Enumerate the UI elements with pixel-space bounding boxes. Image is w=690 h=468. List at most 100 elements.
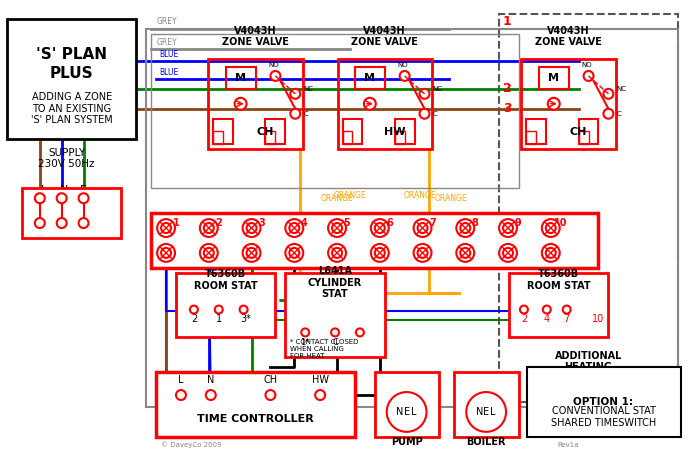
Circle shape — [204, 248, 214, 258]
Circle shape — [400, 71, 410, 81]
Circle shape — [563, 306, 571, 314]
Circle shape — [332, 223, 342, 233]
Circle shape — [235, 98, 246, 110]
Bar — [151, 34, 519, 188]
Text: E: E — [483, 407, 489, 417]
Text: Rev1a: Rev1a — [557, 442, 579, 448]
Bar — [526, 119, 546, 144]
Text: 8: 8 — [472, 218, 479, 228]
Circle shape — [542, 244, 560, 262]
Text: C: C — [616, 111, 621, 117]
Circle shape — [190, 306, 198, 314]
Bar — [509, 273, 609, 337]
Circle shape — [243, 219, 261, 237]
Circle shape — [328, 219, 346, 237]
Bar — [579, 131, 589, 144]
Text: V4043H
ZONE VALVE: V4043H ZONE VALVE — [535, 26, 602, 47]
Circle shape — [286, 244, 303, 262]
Text: NO: NO — [397, 62, 408, 68]
Circle shape — [57, 193, 67, 203]
Text: ADDING A ZONE
TO AN EXISTING
'S' PLAN SYSTEM: ADDING A ZONE TO AN EXISTING 'S' PLAN SY… — [31, 92, 112, 125]
Text: CH: CH — [264, 375, 277, 385]
Circle shape — [503, 223, 513, 233]
Text: * CONTACT CLOSED
WHEN CALLING
FOR HEAT: * CONTACT CLOSED WHEN CALLING FOR HEAT — [290, 339, 359, 359]
Text: OPTION 1:: OPTION 1: — [573, 397, 633, 407]
Circle shape — [387, 392, 426, 432]
Text: ORANGE: ORANGE — [435, 194, 467, 203]
Circle shape — [157, 244, 175, 262]
Text: 3: 3 — [258, 218, 265, 228]
Text: ORANGE: ORANGE — [334, 191, 366, 200]
Bar — [266, 119, 286, 144]
Bar — [176, 273, 275, 337]
Circle shape — [35, 218, 45, 228]
Circle shape — [302, 329, 309, 336]
Text: CONVENTIONAL STAT
SHARED TIMESWITCH: CONVENTIONAL STAT SHARED TIMESWITCH — [551, 406, 656, 428]
Circle shape — [290, 89, 300, 99]
Text: M: M — [235, 73, 246, 83]
Circle shape — [503, 248, 513, 258]
Text: M: M — [364, 73, 375, 83]
Text: 1: 1 — [216, 314, 221, 324]
Circle shape — [239, 306, 248, 314]
Text: N: N — [59, 185, 68, 195]
Text: NO: NO — [268, 62, 279, 68]
Bar — [337, 59, 432, 148]
Circle shape — [460, 223, 471, 233]
Circle shape — [266, 390, 275, 400]
Circle shape — [371, 219, 388, 237]
Text: 10: 10 — [554, 218, 567, 228]
Circle shape — [499, 244, 517, 262]
Circle shape — [364, 98, 376, 110]
Circle shape — [79, 218, 88, 228]
Text: ORANGE: ORANGE — [320, 194, 353, 203]
Text: PUMP: PUMP — [391, 437, 422, 447]
Text: GREY: GREY — [156, 17, 177, 26]
Circle shape — [246, 223, 257, 233]
Text: 4: 4 — [544, 314, 550, 324]
Text: 6: 6 — [386, 218, 393, 228]
Circle shape — [543, 306, 551, 314]
Circle shape — [420, 109, 429, 119]
Text: BOILER: BOILER — [466, 437, 506, 447]
Bar — [375, 372, 440, 437]
Circle shape — [270, 71, 280, 81]
Text: T6360B
ROOM STAT: T6360B ROOM STAT — [527, 269, 591, 291]
Bar — [266, 131, 275, 144]
Text: 5: 5 — [344, 218, 351, 228]
Bar — [342, 131, 353, 144]
Circle shape — [289, 248, 299, 258]
Text: BLUE: BLUE — [159, 68, 178, 77]
Bar — [395, 119, 415, 144]
Circle shape — [604, 89, 613, 99]
Bar — [286, 273, 385, 357]
Circle shape — [548, 98, 560, 110]
Circle shape — [215, 306, 223, 314]
Circle shape — [460, 248, 471, 258]
Bar — [22, 188, 121, 238]
Circle shape — [499, 219, 517, 237]
Text: E: E — [80, 185, 87, 195]
Text: 1: 1 — [172, 218, 179, 228]
Text: E: E — [404, 407, 410, 417]
Text: L: L — [411, 407, 416, 417]
Text: © DaveyCo 2009: © DaveyCo 2009 — [161, 441, 221, 448]
Circle shape — [420, 89, 429, 99]
Circle shape — [456, 244, 474, 262]
Circle shape — [466, 392, 506, 432]
Circle shape — [161, 248, 171, 258]
Circle shape — [546, 248, 555, 258]
Circle shape — [243, 244, 261, 262]
Circle shape — [417, 223, 428, 233]
Text: V4043H
ZONE VALVE: V4043H ZONE VALVE — [351, 26, 418, 47]
Bar — [213, 131, 224, 144]
Text: N: N — [396, 407, 404, 417]
Text: V4043H
ZONE VALVE: V4043H ZONE VALVE — [222, 26, 289, 47]
Text: 7: 7 — [429, 218, 436, 228]
Text: NO: NO — [581, 62, 592, 68]
Text: GREY: GREY — [156, 38, 177, 47]
Text: NC: NC — [433, 86, 442, 92]
Text: L: L — [178, 375, 184, 385]
Text: M: M — [549, 73, 560, 83]
Circle shape — [289, 223, 299, 233]
